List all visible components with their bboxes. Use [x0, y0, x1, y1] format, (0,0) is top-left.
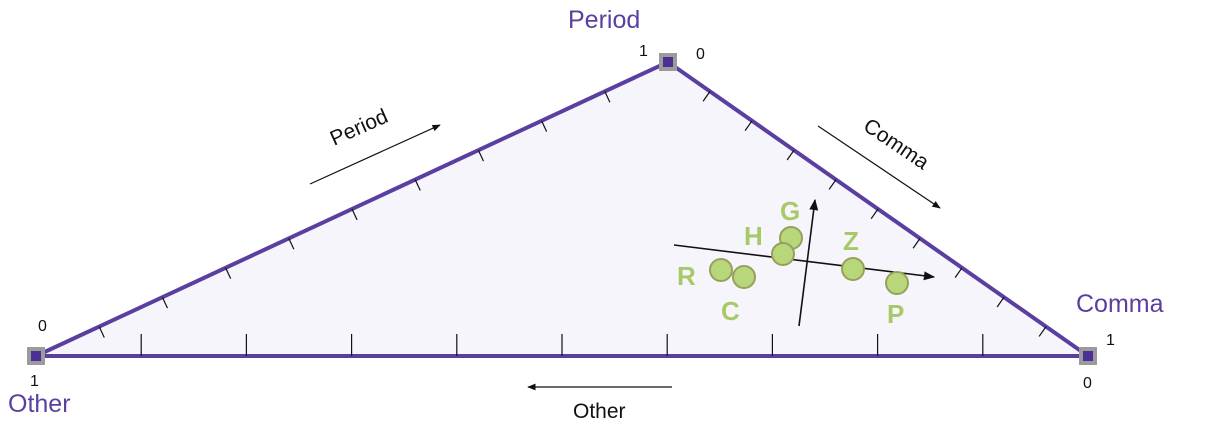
point-z: Z — [841, 226, 865, 281]
comma-axis-tick — [870, 208, 879, 220]
vertex-label-comma: Comma — [1076, 290, 1164, 318]
vertical-axis-arrow — [798, 198, 819, 327]
comma-axis-tick — [954, 267, 963, 278]
point-label-g: G — [780, 196, 800, 226]
point-p: P — [885, 271, 909, 329]
other-end-label-0: 0 — [38, 318, 47, 335]
vertex-marker-period — [659, 53, 677, 71]
point-label-z: Z — [843, 226, 859, 256]
comma-direction-arrow — [817, 125, 941, 209]
period-axis-tick — [541, 120, 548, 132]
period-axis-tick — [604, 91, 611, 103]
comma-axis-tick — [744, 120, 753, 131]
comma-end-label-0: 0 — [1083, 375, 1092, 392]
point-label-h: H — [744, 221, 763, 251]
comma-axis-tick — [1038, 326, 1047, 337]
period-axis-tick — [225, 267, 232, 279]
horizontal-axis-arrow — [673, 244, 936, 281]
point-label-p: P — [887, 299, 904, 329]
period-axis-tick — [477, 149, 485, 162]
comma-axis-tick — [786, 149, 795, 161]
period-axis-tick — [98, 326, 105, 338]
comma-axis-tick — [912, 238, 921, 249]
edge-label-period: Period — [327, 105, 392, 151]
comma-axis-tick — [828, 179, 837, 190]
point-r: R — [677, 258, 733, 291]
period-axis-tick — [414, 179, 421, 191]
other-end-label-1: 1 — [30, 373, 39, 390]
comma-end-label-1: 1 — [1106, 332, 1115, 349]
comma-axis-tick — [702, 91, 711, 102]
point-label-c: C — [721, 296, 740, 326]
point-c: C — [721, 265, 756, 326]
point-g: G — [779, 196, 803, 250]
period-axis-tick — [288, 238, 295, 250]
period-direction-arrow — [309, 124, 441, 185]
vertex-marker-other — [27, 347, 45, 365]
edge-label-other: Other — [573, 400, 626, 423]
period-end-label-0: 0 — [696, 46, 705, 63]
axis-ticks — [98, 91, 1047, 356]
point-h: H — [744, 221, 795, 266]
period-axis-tick — [351, 208, 358, 221]
vertex-label-period: Period — [568, 6, 640, 34]
vertex-label-other: Other — [8, 390, 71, 418]
vertex-marker-comma — [1079, 347, 1097, 365]
point-label-r: R — [677, 261, 696, 291]
triangle-area — [35, 59, 1095, 358]
period-axis-tick — [161, 296, 169, 309]
period-end-label-1: 1 — [639, 43, 648, 60]
edge-label-comma: Comma — [859, 114, 933, 174]
comma-axis-tick — [996, 296, 1005, 308]
